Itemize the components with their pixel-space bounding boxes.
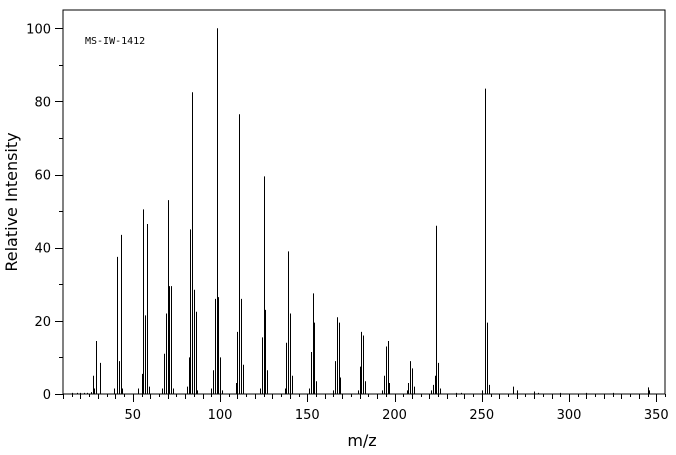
y-tick-label-60: 60 [34, 169, 51, 184]
y-tick-label-100: 100 [26, 22, 51, 37]
x-tick-label-350: 350 [644, 408, 669, 423]
x-tick-label-50: 50 [125, 408, 142, 423]
y-tick-label-80: 80 [34, 95, 51, 110]
spectrum-annotation: MS-IW-1412 [85, 36, 145, 47]
y-tick-label-0: 0 [43, 388, 51, 403]
peak-bars [72, 28, 650, 394]
x-tick-label-150: 150 [295, 408, 320, 423]
x-tick-label-300: 300 [557, 408, 582, 423]
x-axis-title: m/z [347, 431, 376, 450]
x-tick-label-100: 100 [208, 408, 233, 423]
y-tick-label-20: 20 [34, 315, 51, 330]
x-tick-label-200: 200 [382, 408, 407, 423]
y-axis-title: Relative Intensity [2, 132, 21, 271]
x-axis-ticks: 50 100 150 200 250 300 350 [63, 394, 669, 423]
y-tick-label-40: 40 [34, 242, 51, 257]
y-axis-ticks: 0 20 40 60 80 100 [26, 22, 63, 403]
x-tick-label-250: 250 [469, 408, 494, 423]
